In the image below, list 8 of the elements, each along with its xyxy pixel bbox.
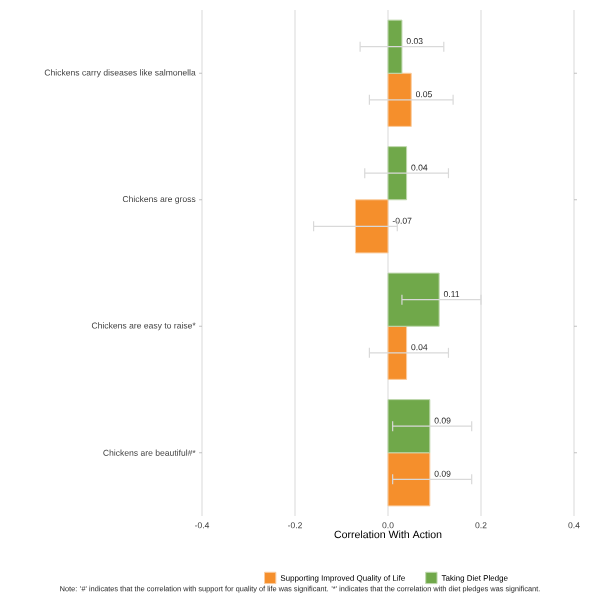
bar <box>387 272 440 327</box>
bar <box>387 19 403 74</box>
bar <box>387 325 408 380</box>
bar <box>387 399 431 454</box>
bar <box>354 199 389 254</box>
bar <box>387 146 408 201</box>
bar <box>387 452 431 507</box>
bar <box>387 72 412 127</box>
